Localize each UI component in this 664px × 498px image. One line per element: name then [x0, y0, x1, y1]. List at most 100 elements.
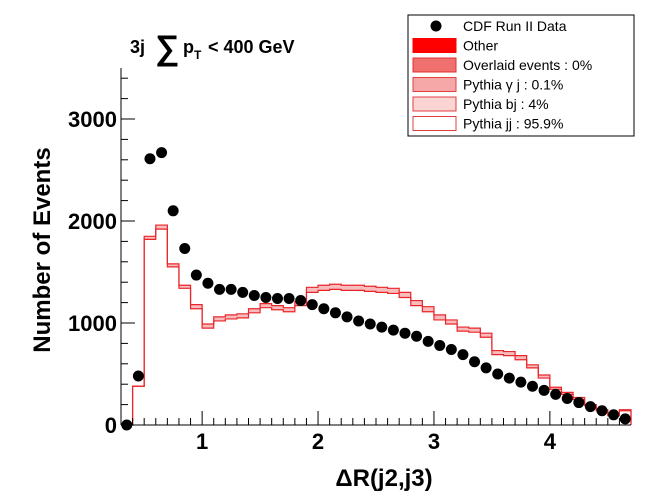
data-point [434, 339, 446, 351]
data-point [550, 388, 562, 400]
header-prefix: 3j [130, 37, 145, 57]
data-point [306, 299, 318, 311]
legend-swatch [412, 77, 457, 92]
data-point [329, 307, 341, 319]
data-point [214, 283, 226, 295]
y-tick-label: 2000 [68, 209, 117, 234]
legend: CDF Run II Data Other Overlaid events : 0%… [407, 14, 635, 137]
mc-band-bin [341, 285, 353, 291]
data-point [353, 315, 365, 327]
data-point [526, 380, 538, 392]
mc-band-bin [457, 327, 469, 332]
mc-band-bin [410, 300, 423, 306]
data-point [225, 283, 237, 295]
header-variable: p [183, 37, 194, 57]
mc-band-bin [283, 307, 295, 312]
legend-box [407, 14, 635, 137]
data-point [156, 147, 168, 159]
data-point [190, 269, 202, 281]
mc-band-bin [248, 308, 261, 313]
y-axis-label: Number of Events [29, 147, 56, 352]
mc-band-bin [376, 287, 388, 293]
mc-band-bin [178, 285, 191, 289]
legend-entry: Other [412, 38, 498, 54]
mc-band-bin [225, 314, 237, 319]
data-point [283, 293, 295, 305]
data-point [364, 318, 376, 330]
legend-swatch [412, 57, 457, 73]
data-point [202, 277, 214, 289]
data-point [179, 243, 191, 255]
data-point [457, 349, 469, 361]
mc-band-bin [271, 305, 284, 310]
mc-histogram-layer [121, 224, 632, 426]
mc-band-bin [364, 286, 376, 292]
legend-label: CDF Run II Data [463, 18, 567, 34]
data-point [573, 397, 585, 409]
y-tick-label: 3000 [68, 107, 117, 132]
pythia-bj-histogram [121, 224, 632, 426]
mc-band-bin [503, 351, 516, 356]
legend-marker [430, 20, 442, 32]
data-point [469, 356, 481, 368]
header-cut: < 400 GeV [208, 37, 295, 57]
header-label: 3j ∑ p T < 400 GeV [130, 29, 295, 67]
x-tick-label: 2 [312, 429, 324, 454]
data-point [260, 292, 272, 303]
x-tick-label: 1 [196, 429, 208, 454]
data-point [538, 384, 550, 396]
legend-label: Pythia γ j : 0.1% [463, 77, 563, 93]
mc-band-bin [491, 350, 504, 355]
data-point [295, 295, 307, 307]
data-point [132, 370, 144, 382]
data-point [411, 330, 423, 342]
sum-symbol: ∑ [155, 29, 179, 67]
y-tick-label: 0 [105, 413, 117, 438]
x-axis-label: ΔR(j2,j3) [335, 465, 432, 492]
data-point [584, 401, 596, 413]
mc-band-bin [549, 387, 562, 390]
legend-entry: Overlaid events : 0% [412, 57, 592, 73]
mc-band-bin [352, 285, 365, 291]
data-point [144, 153, 156, 165]
data-point [503, 372, 515, 384]
mc-band-bin [260, 303, 272, 308]
y-axis-title: Number of Events [29, 147, 56, 352]
data-point [445, 344, 457, 356]
mc-band-bin [236, 313, 249, 318]
mc-band-bin [190, 304, 203, 309]
legend-entry: Pythia bj : 4% [412, 96, 549, 112]
data-point [619, 413, 631, 425]
x-tick-label: 3 [428, 429, 440, 454]
data-point [561, 392, 573, 404]
mc-band-bin [144, 236, 156, 240]
data-point [387, 324, 399, 336]
mc-band-bin [422, 306, 434, 312]
mc-band-bin [445, 319, 458, 325]
header-subscript: T [194, 48, 202, 62]
data-point [248, 289, 260, 301]
data-point [608, 409, 620, 421]
legend-swatch [412, 96, 457, 112]
mc-band-bin [387, 288, 400, 294]
mc-band-bin [329, 284, 342, 290]
legend-label: Pythia jj : 95.9% [463, 116, 563, 132]
data-point [376, 321, 388, 333]
y-tick-label: 1000 [68, 311, 117, 336]
legend-label: Overlaid events : 0% [463, 57, 592, 73]
data-point [480, 362, 492, 374]
mc-band-bin [526, 364, 539, 368]
data-point [399, 327, 411, 339]
mc-band-bin [433, 314, 446, 320]
legend-swatch [412, 38, 457, 53]
legend-label: Pythia bj : 4% [463, 96, 549, 112]
mc-band-bin [202, 324, 214, 329]
mc-band-bin [213, 316, 226, 321]
mc-band-bin [155, 225, 168, 230]
mc-band-bin [515, 355, 527, 360]
data-point [318, 303, 330, 315]
mc-band-bin [480, 333, 492, 338]
legend-entry: Pythia jj : 95.9% [412, 116, 563, 132]
legend-label: Other [463, 38, 498, 54]
